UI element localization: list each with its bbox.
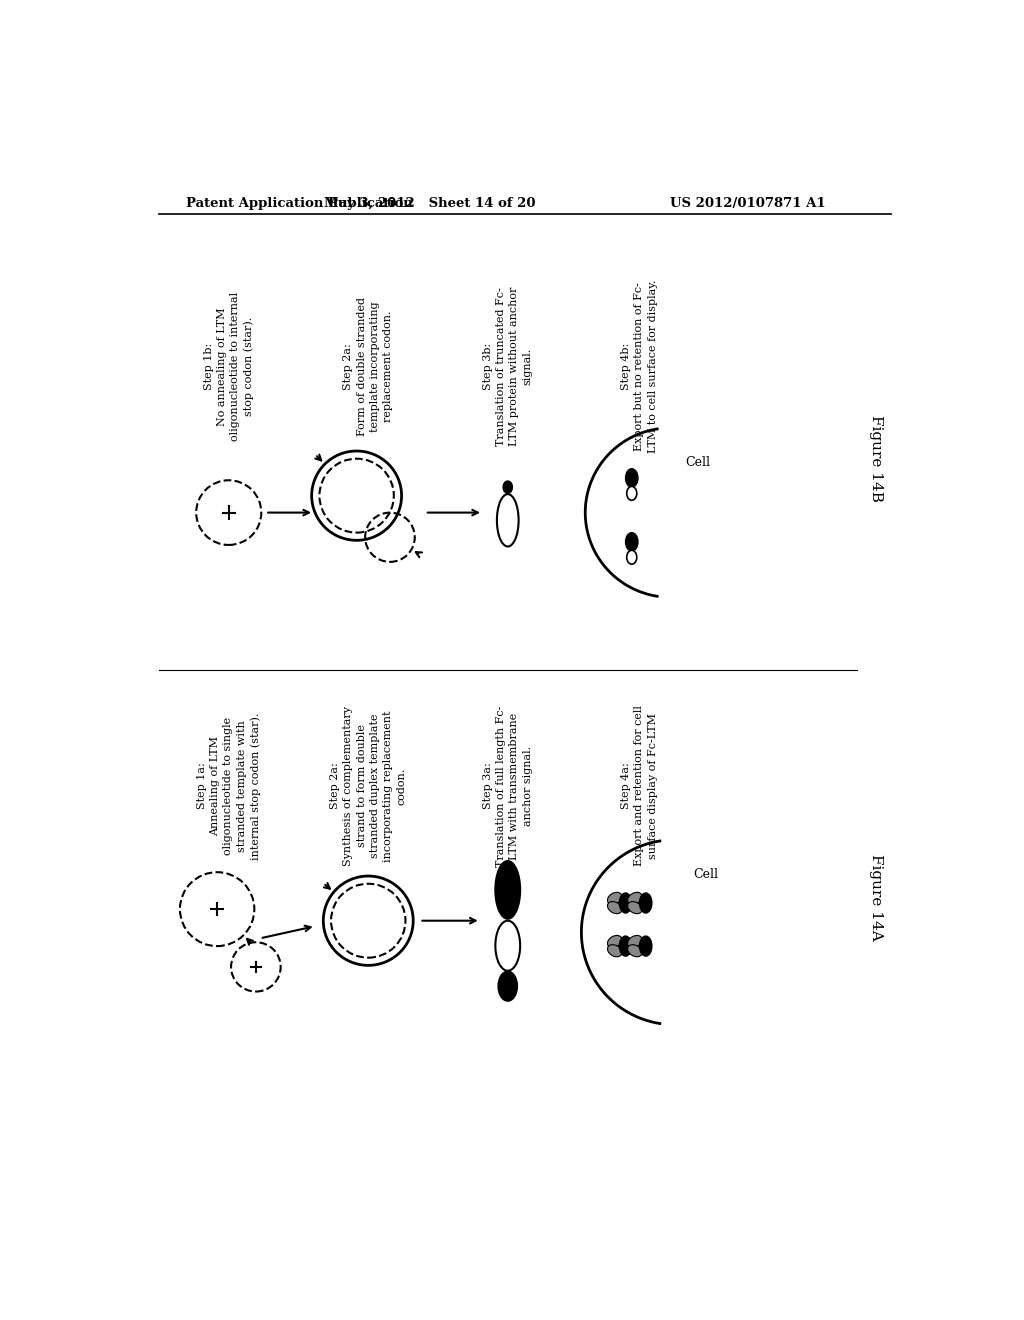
Text: Step 3a:
Translation of full length Fc-
LTM with transmembrane
anchor signal.: Step 3a: Translation of full length Fc- … — [483, 705, 532, 867]
Text: Cell: Cell — [685, 455, 710, 469]
Ellipse shape — [628, 902, 642, 913]
Ellipse shape — [627, 487, 637, 500]
Ellipse shape — [628, 936, 642, 948]
Text: Step 4b:
Export but no retention of Fc-
LTM to cell surface for display.: Step 4b: Export but no retention of Fc- … — [622, 280, 657, 453]
Text: Step 1a:
Annealing of LTM
oligonucleotide to single
stranded template with
inter: Step 1a: Annealing of LTM oligonucleotid… — [197, 713, 260, 859]
Text: Step 2a:
Form of double stranded
template incorporating
replacement codon.: Step 2a: Form of double stranded templat… — [343, 297, 393, 436]
Ellipse shape — [607, 936, 622, 948]
Text: Figure 14A: Figure 14A — [869, 854, 883, 941]
Ellipse shape — [640, 936, 652, 956]
Text: Step 1b:
No annealing of LTM
oligonucleotide to internal
stop codon (star).: Step 1b: No annealing of LTM oligonucleo… — [204, 292, 254, 441]
Text: Patent Application Publication: Patent Application Publication — [186, 197, 413, 210]
Ellipse shape — [628, 892, 642, 904]
Ellipse shape — [628, 945, 642, 957]
Ellipse shape — [626, 469, 638, 487]
Ellipse shape — [607, 902, 622, 913]
Text: May 3, 2012   Sheet 14 of 20: May 3, 2012 Sheet 14 of 20 — [325, 197, 536, 210]
Ellipse shape — [620, 936, 632, 956]
Ellipse shape — [607, 892, 622, 904]
Text: Step 2a:
Synthesis of complementary
strand to form double
stranded duplex templa: Step 2a: Synthesis of complementary stra… — [331, 706, 407, 866]
Ellipse shape — [503, 480, 512, 494]
Text: US 2012/0107871 A1: US 2012/0107871 A1 — [670, 197, 825, 210]
Ellipse shape — [496, 861, 520, 919]
Ellipse shape — [626, 533, 638, 552]
Text: Step 3b:
Translation of truncated Fc-
LTM protein without anchor
signal.: Step 3b: Translation of truncated Fc- LT… — [483, 286, 532, 446]
Text: Step 4a:
Export and retention for cell
surface display of Fc-LTM: Step 4a: Export and retention for cell s… — [622, 705, 657, 866]
Ellipse shape — [607, 945, 622, 957]
Ellipse shape — [499, 972, 517, 1001]
Ellipse shape — [640, 894, 652, 913]
Text: Cell: Cell — [693, 869, 718, 880]
Ellipse shape — [496, 921, 520, 970]
Ellipse shape — [627, 550, 637, 564]
Ellipse shape — [620, 894, 632, 913]
Ellipse shape — [497, 494, 518, 546]
Text: Figure 14B: Figure 14B — [869, 416, 883, 502]
